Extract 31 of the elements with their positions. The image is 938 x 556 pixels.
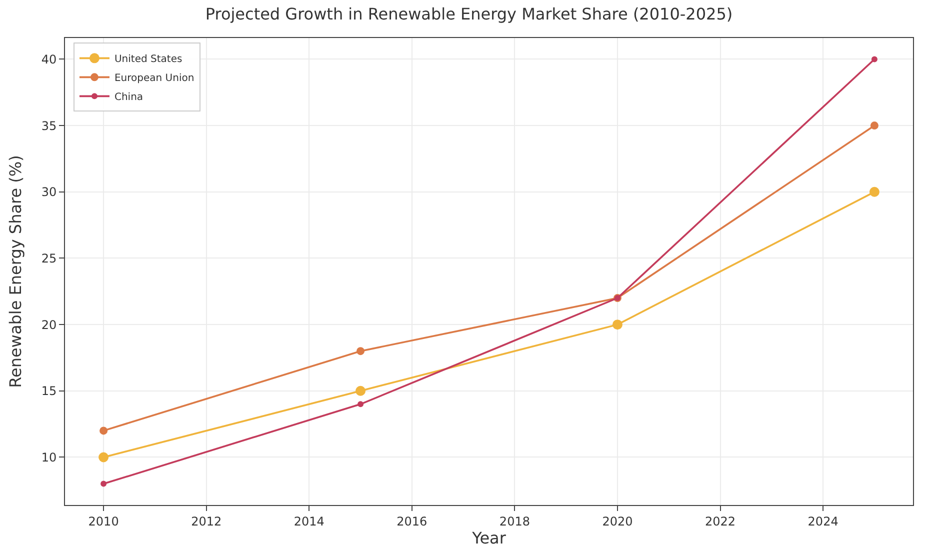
legend-label: European Union — [114, 73, 194, 84]
x-tick-label: 2014 — [294, 514, 324, 528]
point — [869, 186, 880, 197]
point — [870, 122, 878, 130]
y-tick-label: 15 — [41, 384, 57, 398]
y-tick-label: 10 — [41, 450, 57, 464]
x-axis-title: Year — [471, 528, 506, 548]
y-axis-title: Renewable Energy Share (%) — [6, 155, 26, 388]
chart-title: Projected Growth in Renewable Energy Market Share (2010-2025) — [205, 4, 733, 24]
point — [98, 452, 109, 462]
x-tick-label: 2020 — [602, 514, 633, 528]
y-tick-label: 35 — [41, 118, 57, 133]
point — [871, 56, 878, 62]
point — [100, 426, 108, 435]
legend-label: China — [114, 92, 144, 104]
x-tick-label: 2010 — [88, 514, 119, 528]
y-tick-label: 20 — [41, 318, 57, 332]
y-tick-label: 25 — [41, 251, 57, 266]
point — [358, 401, 364, 408]
x-tick-label: 2022 — [704, 514, 736, 528]
point — [100, 480, 107, 487]
x-tick-label: 2012 — [191, 514, 222, 528]
x-tick-label: 2018 — [499, 514, 530, 528]
x-tick-label: 2016 — [396, 514, 428, 528]
point — [612, 320, 622, 330]
point — [356, 347, 365, 356]
legend-label: United States — [114, 54, 182, 66]
y-tick-label: 40 — [41, 52, 57, 66]
point — [356, 386, 366, 396]
x-tick-label: 2024 — [808, 514, 838, 528]
y-tick-label: 30 — [41, 185, 57, 200]
